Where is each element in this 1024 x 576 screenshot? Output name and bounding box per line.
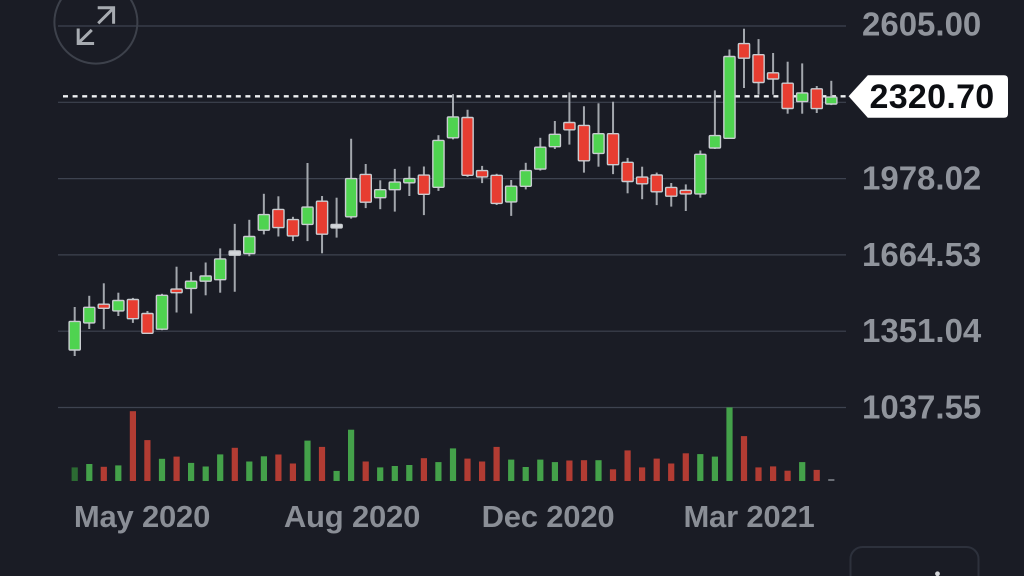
svg-text:Dec 2020: Dec 2020 <box>482 499 615 534</box>
svg-text:1978.02: 1978.02 <box>862 160 981 197</box>
svg-text:1037.55: 1037.55 <box>862 389 981 426</box>
svg-text:1664.53: 1664.53 <box>862 236 981 273</box>
svg-text:2605.00: 2605.00 <box>862 5 981 42</box>
svg-text:Aug 2020: Aug 2020 <box>284 499 420 534</box>
svg-text:Mar 2021: Mar 2021 <box>683 499 814 534</box>
svg-text:May 2020: May 2020 <box>74 499 210 534</box>
svg-text:2320.70: 2320.70 <box>870 78 995 116</box>
svg-text:1351.04: 1351.04 <box>862 312 982 349</box>
